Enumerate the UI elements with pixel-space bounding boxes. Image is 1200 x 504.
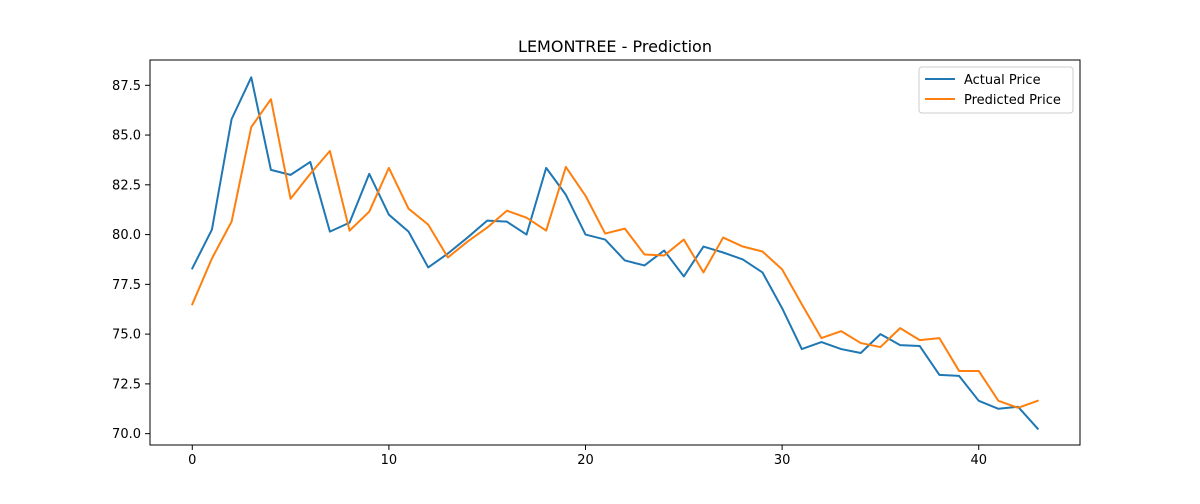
legend: Actual Price Predicted Price: [918, 66, 1074, 114]
series-line-0: [190, 76, 1040, 431]
plot-frame: [149, 59, 1081, 446]
y-tick-label: 87.5: [112, 79, 141, 94]
x-tick-label: 40: [970, 453, 987, 468]
y-axis: 70.0 72.5 75.0 77.5 80.0 82.5 85.0 87.5: [112, 79, 150, 442]
y-tick-label: 85.0: [112, 129, 141, 144]
y-tick-label: 72.5: [112, 377, 141, 392]
chart-title: LEMONTREE - Prediction: [518, 37, 712, 56]
legend-box: [918, 66, 1074, 114]
x-tick-label: 10: [381, 453, 398, 468]
x-tick-label: 20: [577, 453, 594, 468]
y-tick-label: 75.0: [112, 328, 141, 343]
x-axis: 0 10 20 30 40: [188, 445, 987, 468]
x-tick-label: 30: [774, 453, 791, 468]
legend-label-predicted: Predicted Price: [964, 93, 1061, 108]
y-tick-label: 70.0: [112, 427, 141, 442]
y-tick-label: 80.0: [112, 228, 141, 243]
series-layer: [190, 76, 1040, 431]
series-line-1: [190, 98, 1040, 409]
y-tick-label: 82.5: [112, 178, 141, 193]
x-tick-label: 0: [188, 453, 196, 468]
legend-label-actual: Actual Price: [964, 73, 1041, 88]
y-tick-label: 77.5: [112, 278, 141, 293]
